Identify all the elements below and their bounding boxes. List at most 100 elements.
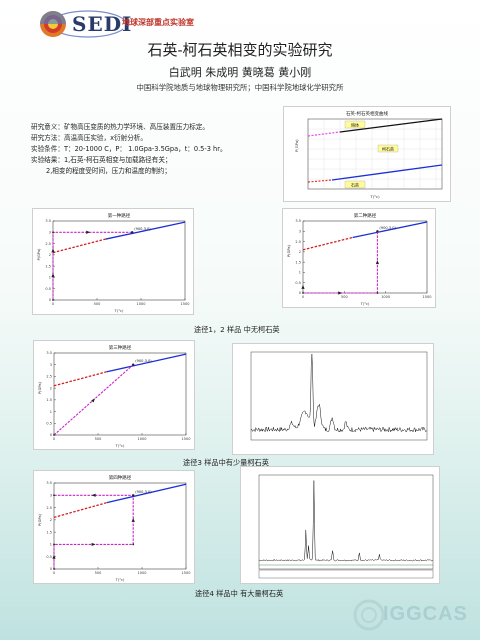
y-tick-label: 3.5	[295, 219, 301, 223]
x-tick-label: 1500	[181, 302, 190, 306]
chart-title: 第三种路径	[109, 344, 132, 351]
boundary-extrapolated-line	[53, 371, 107, 387]
y-tick-label: 3	[49, 230, 51, 234]
x-tick-label: 1000	[137, 302, 146, 306]
path-node	[53, 434, 55, 436]
path-2-panel: 第二种路径 0 500 1000 1500 0 0.5 1 1.5 2 2.5 3 3.5 T(°c) P(…	[282, 208, 436, 308]
x-tick-label: 1500	[182, 437, 191, 441]
info-significance: 研究意义：矿物高压变质的热力学环境、高压装置压力标定。	[31, 123, 210, 131]
path-node	[52, 231, 54, 234]
caption-path-3: 途径3 样品中有少量柯石英	[183, 458, 269, 467]
y-tick-label: 2	[49, 253, 51, 257]
y-axis-label: P(GPa)	[38, 381, 42, 394]
y-tick-label: 1	[50, 543, 52, 547]
phase-coesite-dashed	[307, 131, 341, 137]
point-marker	[376, 230, 379, 233]
y-tick-label: 3.5	[46, 481, 52, 485]
x-tick-label: 0	[53, 571, 55, 575]
direction-arrow	[91, 542, 96, 547]
phase-diagram-panel: 石英-柯石英相变曲线 熔体 柯石英 石英 P(GPa) T(°c)	[283, 106, 451, 202]
y-tick-label: 1	[49, 276, 51, 280]
y-tick-label: 3	[50, 493, 52, 497]
y-tick-label: 3	[50, 363, 52, 367]
phase-xlabel: T(°c)	[369, 194, 380, 199]
earth-globe-icon	[40, 10, 127, 38]
point-marker	[132, 494, 135, 497]
x-axis-label: T(°c)	[114, 309, 124, 313]
affiliation: 中国科学院地质与地球物理研究所；中国科学院地球化学研究所	[136, 83, 344, 92]
phase-boundary-line	[331, 164, 443, 181]
direction-arrow	[86, 230, 91, 234]
boundary-line	[105, 221, 186, 240]
y-tick-label: 2.5	[46, 506, 52, 510]
y-tick-label: 1.5	[295, 260, 301, 264]
info-conditions: 实验条件：T：20-1000 C，P： 1.0Gpa-3.5Gpa，t：0.5-…	[31, 145, 227, 153]
point-label: (900,3.0)	[135, 359, 152, 363]
y-tick-label: 1.5	[46, 398, 52, 402]
xrd-2-panel	[240, 466, 440, 584]
y-tick-label: 3.5	[45, 219, 51, 223]
chart-frame	[302, 220, 428, 294]
y-tick-label: 1.5	[46, 530, 52, 534]
y-tick-label: 2.5	[46, 375, 52, 379]
research-info: 研究意义：矿物高压变质的热力学环境、高压装置压力标定。 研究方法：高温高压实验，…	[31, 122, 227, 177]
boundary-extrapolated-line	[52, 238, 106, 254]
chart-title: 第一种路径	[108, 212, 131, 219]
x-tick-label: 1000	[138, 571, 147, 575]
point-label: (900,3.0)	[379, 226, 396, 230]
point-marker	[131, 231, 134, 234]
xrd-1-panel	[232, 343, 434, 455]
chart-frame	[52, 220, 186, 301]
x-axis-label: T(°c)	[115, 444, 125, 448]
logo-text: SEDI	[72, 12, 133, 36]
y-tick-label: 3.5	[46, 351, 52, 355]
path-node	[302, 292, 304, 294]
y-tick-label: 0.5	[46, 421, 52, 425]
point-label: (900,3.0)	[135, 490, 152, 494]
path-node	[53, 494, 55, 497]
authors: 白武明 朱成明 黄晓葛 黄小刚	[168, 66, 312, 79]
xrd-reference-panel	[258, 569, 434, 579]
iggcas-emblem-icon	[353, 599, 385, 631]
boundary-line	[106, 483, 187, 504]
y-tick-label: 0.5	[45, 287, 51, 291]
y-tick-label: 0	[49, 298, 51, 302]
y-axis-label: P(GPa)	[37, 248, 41, 261]
x-tick-label: 0	[53, 437, 55, 441]
xrd-spectrum-1	[250, 351, 428, 441]
chart-title: 第四种路径	[109, 474, 132, 481]
path-1-chart: 第一种路径 0 500 1000 1500 0 0.5 1 1.5 2 2.5 3 3.5 T(°c) P(…	[37, 212, 190, 313]
x-tick-label: 1500	[182, 571, 191, 575]
direction-arrow	[52, 554, 56, 559]
x-tick-label: 1500	[423, 295, 432, 299]
boundary-line	[352, 221, 428, 239]
boundary-line	[106, 353, 187, 373]
chart-frame	[53, 352, 187, 436]
y-tick-label: 1	[299, 271, 301, 275]
direction-arrow	[51, 273, 55, 278]
x-tick-label: 500	[95, 571, 102, 575]
path-2-chart: 第二种路径 0 500 1000 1500 0 0.5 1 1.5 2 2.5 3 3.5 T(°c) P(…	[287, 212, 432, 306]
x-tick-label: 500	[341, 295, 348, 299]
footer-logo-text: IGGCAS	[383, 603, 468, 625]
y-axis-label: P(GPa)	[38, 513, 42, 526]
xrd-spectrum-2	[258, 474, 434, 579]
phase-ylabel: P(GPa)	[294, 139, 299, 152]
direction-arrow	[91, 493, 96, 497]
label-quartz: 石英	[351, 182, 359, 188]
chart-frame	[53, 482, 187, 570]
iggcas-logo	[352, 598, 472, 632]
direction-arrow	[131, 517, 135, 522]
y-tick-label: 2	[50, 386, 52, 390]
page-title: 石英-柯石英相变的实验研究	[147, 41, 333, 59]
chart-title: 第二种路径	[354, 212, 377, 219]
y-tick-label: 0.5	[295, 281, 301, 285]
caption-path-1-2: 途径1，2 样品 中无柯石英	[194, 325, 280, 334]
x-axis-label: T(°c)	[360, 302, 370, 306]
direction-arrow	[375, 260, 380, 265]
y-tick-label: 2.5	[45, 242, 51, 246]
xrd-frame	[258, 474, 434, 570]
point-marker	[132, 363, 135, 366]
path-node	[53, 568, 55, 570]
xrd-trace	[258, 480, 434, 562]
